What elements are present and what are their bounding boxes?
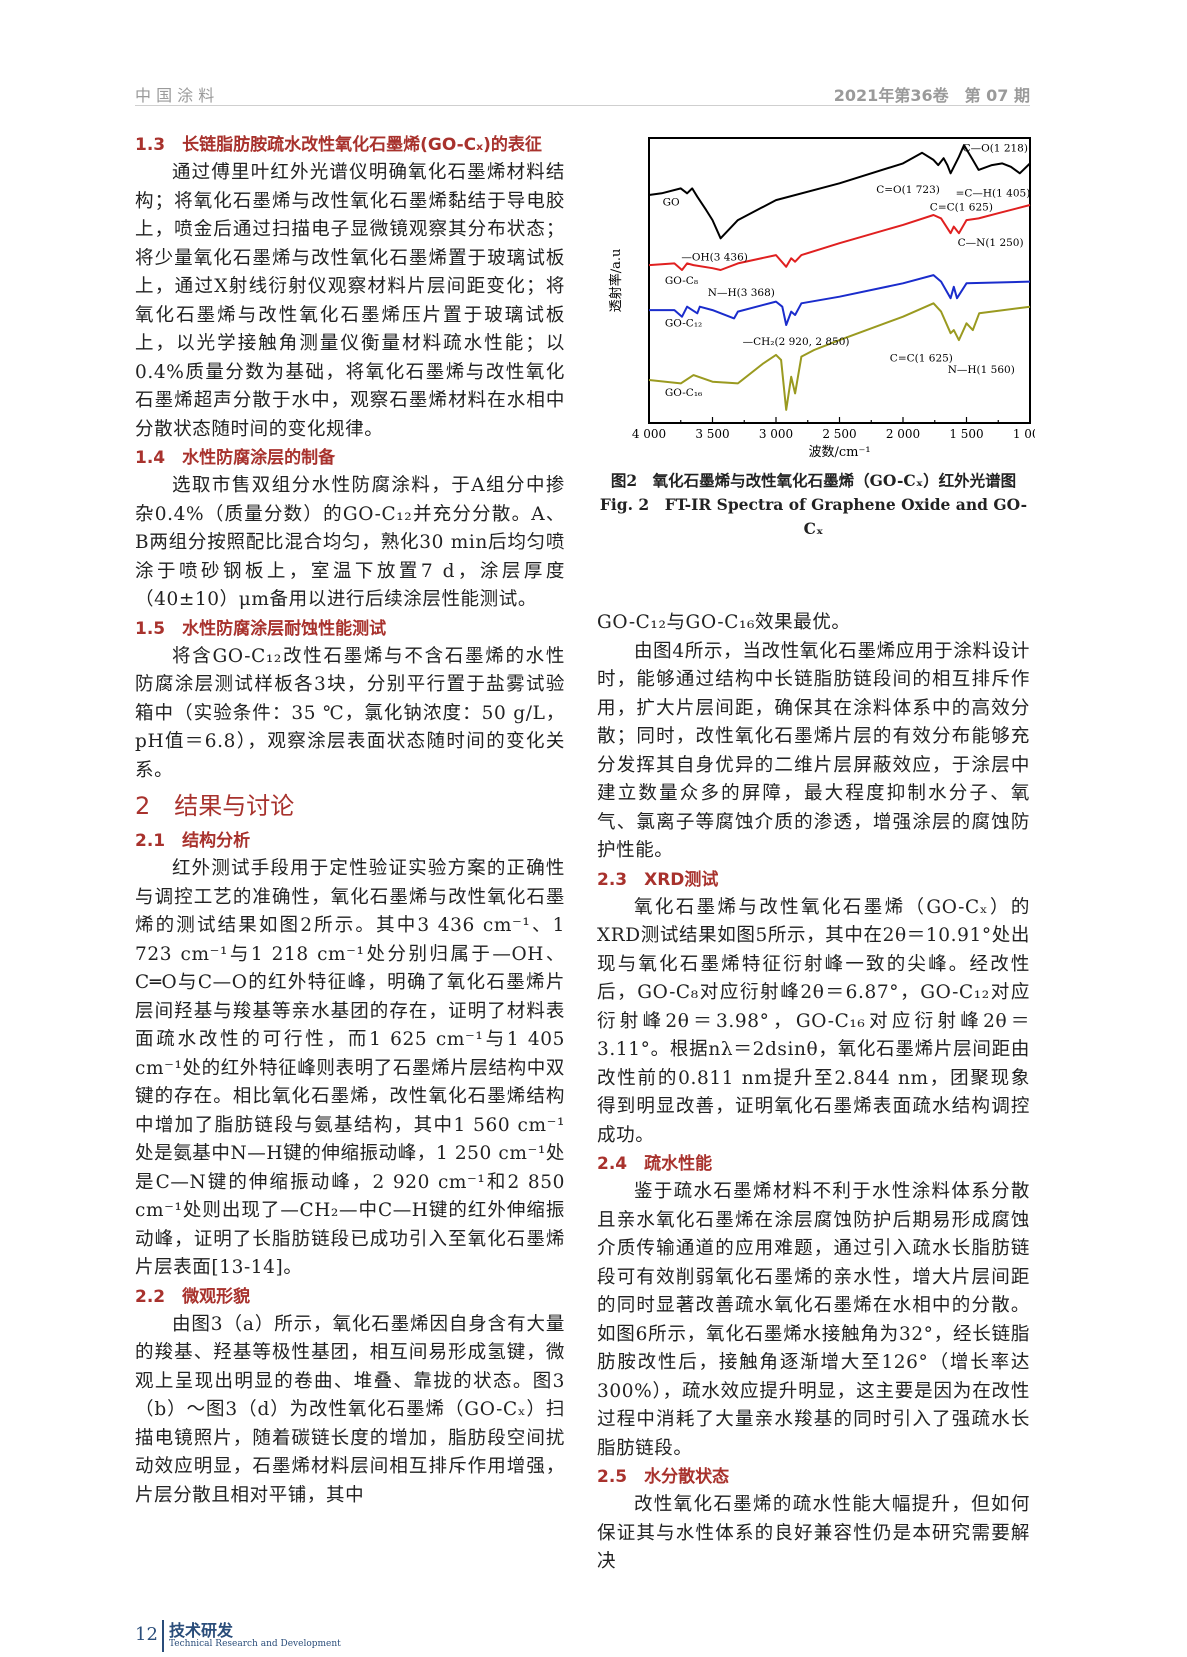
x-tick-label: 1 500	[949, 427, 983, 441]
heading-1-5: 1.5 水性防腐涂层耐蚀性能测试	[135, 618, 387, 639]
section-2-2-continued: GO-C₁₂与GO-C₁₆效果最优。 由图4所示，当改性氧化石墨烯应用于涂料设计…	[597, 609, 1030, 866]
section-2-4-body: 鉴于疏水石墨烯材料不利于水性涂料体系分散且亲水氧化石墨烯在涂层腐蚀防护后期易形成…	[597, 1178, 1030, 1463]
section-2-2-body: 由图3（a）所示，氧化石墨烯因自身含有大量的羧基、羟基等极性基团，相互间易形成氢…	[135, 1311, 565, 1511]
x-axis-label: 波数/cm⁻¹	[808, 445, 870, 460]
heading-2-5: 2.5 水分散状态	[597, 1467, 730, 1487]
footer-section-en: Technical Research and Development	[169, 1638, 341, 1649]
section-2-1-body: 红外测试手段用于定性验证实验方案的正确性与调控工艺的准确性，氧化石墨烯与改性氧化…	[135, 855, 565, 1283]
paragraph: 由图4所示，当改性氧化石墨烯应用于涂料设计时，能够通过结构中长链脂肪链段间的相互…	[597, 640, 1030, 862]
y-axis-label: 透射率/a.u	[608, 249, 624, 313]
peak-annotation: N—H(1 560)	[948, 364, 1015, 376]
paragraph: GO-C₁₂与GO-C₁₆效果最优。	[597, 612, 851, 633]
peak-annotation: C—N(1 250)	[958, 237, 1024, 249]
peak-annotation: C=C(1 625)	[890, 352, 953, 364]
series-line-goc	[648, 302, 1031, 411]
peak-annotation: C=O(1 723)	[876, 184, 940, 196]
page-number: 12	[135, 1623, 158, 1645]
paragraph: 由图3（a）所示，氧化石墨烯因自身含有大量的羧基、羟基等极性基团，相互间易形成氢…	[135, 1313, 565, 1506]
footer-divider	[162, 1619, 164, 1652]
page-footer: 12 技术研发 Technical Research and Developme…	[135, 1617, 1030, 1657]
paragraph: 鉴于疏水石墨烯材料不利于水性涂料体系分散且亲水氧化石墨烯在涂层腐蚀防护后期易形成…	[597, 1181, 1030, 1459]
section-1-4-body: 选取市售双组分水性防腐涂料，于A组分中掺杂0.4%（质量分数）的GO-C₁₂并充…	[135, 472, 565, 615]
series-line-go	[648, 144, 1031, 240]
x-tick-label: 2 000	[886, 427, 920, 441]
heading-2-3: 2.3 XRD测试	[597, 869, 719, 890]
x-tick-label: 3 500	[695, 427, 729, 441]
x-tick-label: 3 000	[759, 427, 793, 441]
heading-1-4: 1.4 水性防腐涂层的制备	[135, 448, 336, 468]
peak-annotation: GO-C₈	[665, 275, 698, 287]
paragraph: 选取市售双组分水性防腐涂料，于A组分中掺杂0.4%（质量分数）的GO-C₁₂并充…	[135, 475, 565, 610]
peak-annotation: —CH₂(2 920, 2 850)	[743, 336, 850, 348]
header-rule	[135, 105, 1030, 106]
peak-annotation: —OH(3 436)	[681, 251, 748, 263]
two-column-layout: 1.3 长链脂肪胺疏水改性氧化石墨烯(GO-Cₓ)的表征 通过傅里叶红外光谱仪明…	[135, 131, 1035, 1577]
right-column: 4 000 3 500 3 000 2 500 2 000 1 500 1 000 波数/cm…	[597, 131, 1035, 1577]
paragraph: 通过傅里叶红外光谱仪明确氧化石墨烯材料结构；将氧化石墨烯与改性氧化石墨烯黏结于导…	[135, 162, 565, 440]
figure-caption-en: Fig. 2 FT-IR Spectra of Graphene Oxide a…	[599, 495, 1028, 538]
paragraph: 氧化石墨烯与改性氧化石墨烯（GO-Cₓ）的XRD测试结果如图5所示，其中在2θ＝…	[597, 896, 1030, 1146]
section-2-5-body: 改性氧化石墨烯的疏水性能大幅提升，但如何保证其与水性体系的良好兼容性仍是本研究需…	[597, 1491, 1030, 1577]
peak-annotation: =C—H(1 405)	[956, 187, 1031, 199]
series-line-goc	[649, 274, 1031, 326]
peak-annotation: C=C(1 625)	[930, 201, 993, 213]
footer-section: 技术研发	[169, 1620, 234, 1640]
heading-1-3: 1.3 长链脂肪胺疏水改性氧化石墨烯(GO-Cₓ)的表征	[135, 135, 542, 155]
heading-2-2: 2.2 微观形貌	[135, 1286, 251, 1307]
paragraph: 红外测试手段用于定性验证实验方案的正确性与调控工艺的准确性，氧化石墨烯与改性氧化…	[135, 858, 565, 1278]
figure-caption-cn: 图2 氧化石墨烯与改性氧化石墨烯（GO-Cₓ）红外光谱图	[610, 471, 1017, 490]
ftir-chart: 4 000 3 500 3 000 2 500 2 000 1 500 1 000 波数/cm…	[608, 137, 1035, 460]
peak-annotation: C—O(1 218)	[963, 142, 1028, 154]
heading-2-1: 2.1 结构分析	[135, 831, 251, 851]
x-tick-label: 1 000	[1013, 427, 1035, 441]
x-tick-label: 2 500	[822, 427, 856, 441]
section-2-3-body: 氧化石墨烯与改性氧化石墨烯（GO-Cₓ）的XRD测试结果如图5所示，其中在2θ＝…	[597, 894, 1030, 1151]
section-1-3-body: 通过傅里叶红外光谱仪明确氧化石墨烯材料结构；将氧化石墨烯与改性氧化石墨烯黏结于导…	[135, 159, 565, 444]
peak-annotation: GO-C₁₆	[665, 387, 702, 399]
paragraph: 将含GO-C₁₂改性石墨烯与不含石墨烯的水性防腐涂层测试样板各3块，分别平行置于…	[135, 645, 565, 781]
paragraph: 改性氧化石墨烯的疏水性能大幅提升，但如何保证其与水性体系的良好兼容性仍是本研究需…	[597, 1494, 1030, 1572]
journal-name: 中 国 涂 料	[135, 86, 215, 105]
series-line-goc	[648, 204, 1031, 271]
page-body: 1.3 长链脂肪胺疏水改性氧化石墨烯(GO-Cₓ)的表征 通过傅里叶红外光谱仪明…	[135, 131, 1035, 1657]
issue-info: 2021年第36卷 第 07 期	[833, 86, 1030, 105]
peak-annotation: GO	[663, 197, 680, 209]
peak-annotation: GO-C₁₂	[665, 317, 702, 329]
left-column: 1.3 长链脂肪胺疏水改性氧化石墨烯(GO-Cₓ)的表征 通过傅里叶红外光谱仪明…	[135, 131, 565, 1510]
peak-annotation: N—H(3 368)	[708, 287, 775, 299]
x-tick-label: 4 000	[632, 427, 666, 441]
section-1-5-body: 将含GO-C₁₂改性石墨烯与不含石墨烯的水性防腐涂层测试样板各3块，分别平行置于…	[135, 643, 565, 786]
heading-2-4: 2.4 疏水性能	[597, 1154, 713, 1174]
heading-2: 2 结果与讨论	[135, 792, 295, 820]
